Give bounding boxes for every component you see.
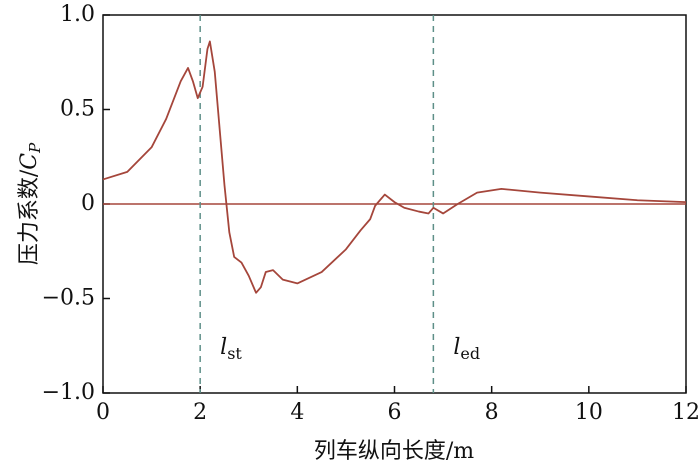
annotation-sub: st — [227, 344, 242, 363]
x-tick-label: 12 — [672, 400, 700, 425]
annotation-text: l — [453, 335, 460, 360]
x-tick-label: 10 — [575, 400, 603, 425]
y-axis-label: 压力系数/CP — [17, 142, 44, 265]
x-axis-label: 列车纵向长度/m — [314, 439, 474, 464]
x-tick-label: 6 — [388, 400, 402, 425]
x-tick-label: 2 — [193, 400, 207, 425]
y-tick-label: 0.5 — [60, 97, 95, 122]
y-tick-label: 1.0 — [60, 2, 95, 27]
y-label-symbol: C — [17, 153, 42, 170]
x-tick-label: 8 — [485, 400, 499, 425]
y-label-text: 压力系数/ — [17, 169, 42, 265]
annotation: led — [453, 335, 480, 363]
annotation: lst — [220, 335, 242, 363]
annotation-sub: ed — [460, 344, 480, 363]
y-label-sub: P — [26, 142, 44, 154]
data-line — [102, 40, 687, 294]
x-tick-label: 0 — [96, 400, 110, 425]
annotation-text: l — [220, 335, 227, 360]
x-tick-label: 4 — [290, 400, 304, 425]
y-tick-label: −1.0 — [42, 380, 95, 405]
y-tick-label: 0 — [81, 191, 95, 216]
y-tick-label: −0.5 — [42, 286, 95, 311]
